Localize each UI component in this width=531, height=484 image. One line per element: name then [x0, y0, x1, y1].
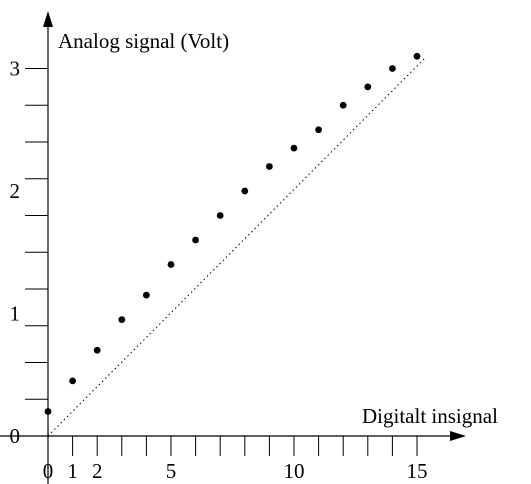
y-tick-label: 2 [10, 179, 21, 203]
y-tick-label: 1 [10, 302, 21, 326]
data-points [45, 53, 421, 415]
data-point [340, 102, 347, 109]
x-tick-label: 10 [284, 459, 305, 483]
data-point [364, 83, 371, 90]
tick-marks [25, 69, 417, 457]
x-tick-label: 0 [43, 459, 54, 483]
y-tick-label: 0 [10, 424, 21, 448]
data-point [389, 65, 396, 72]
data-point [217, 212, 224, 219]
y-axis-title: Analog signal (Volt) [58, 29, 229, 53]
data-point [291, 145, 298, 152]
data-point [241, 188, 248, 195]
reference-line [48, 59, 424, 436]
x-axis-title: Digitalt insignal [362, 404, 498, 428]
data-point [69, 377, 76, 384]
x-tick-label: 5 [166, 459, 177, 483]
x-axis-arrow [450, 431, 466, 441]
data-point [315, 126, 322, 133]
data-point [45, 408, 52, 415]
data-point [168, 261, 175, 268]
y-axis-arrow [43, 11, 53, 27]
data-point [143, 292, 150, 299]
x-tick-label: 15 [407, 459, 428, 483]
data-point [414, 53, 421, 60]
data-point [266, 163, 273, 170]
y-tick-label: 3 [10, 57, 21, 81]
data-point [192, 237, 199, 244]
data-point [118, 316, 125, 323]
data-point [94, 347, 101, 354]
x-tick-label: 1 [67, 459, 78, 483]
x-tick-label: 2 [92, 459, 103, 483]
